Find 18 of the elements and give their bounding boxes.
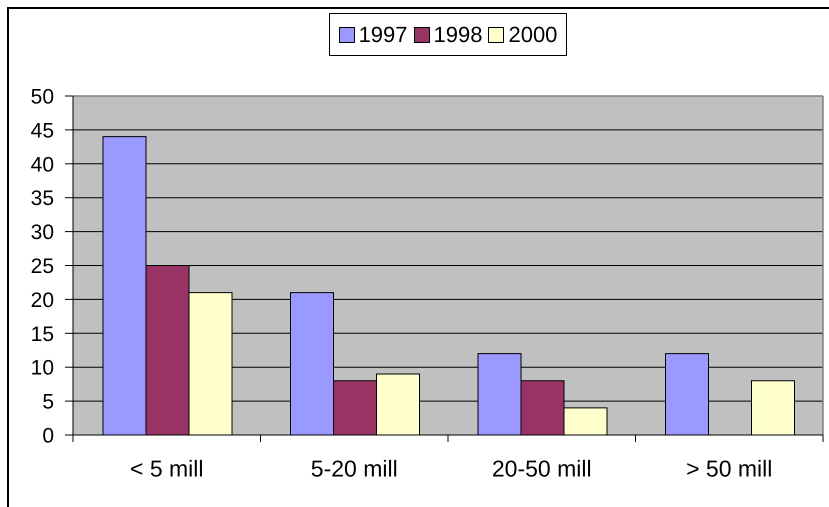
x-tick-label: > 50 mill <box>686 455 772 482</box>
y-tick-label: 25 <box>30 254 54 278</box>
legend-label: 1998 <box>434 22 482 47</box>
y-tick-label: 50 <box>30 85 54 108</box>
y-tick-label: 20 <box>30 288 54 312</box>
y-tick-label: 15 <box>30 322 54 346</box>
x-tick-label: < 5 mill <box>130 455 204 482</box>
y-tick-label: 35 <box>30 187 54 210</box>
x-tick-label: 20-50 mill <box>492 455 592 482</box>
y-tick-label: 40 <box>30 153 54 176</box>
legend-label: 1997 <box>358 22 408 47</box>
y-tick-label: 30 <box>30 221 54 244</box>
y-tick-label: 45 <box>30 119 54 142</box>
legend-label: 2000 <box>508 22 558 47</box>
x-tick-label: 5-20 mill <box>310 455 398 482</box>
y-tick-label: 5 <box>42 390 54 414</box>
y-tick-label: 0 <box>42 424 54 448</box>
y-tick-label: 10 <box>30 356 54 380</box>
